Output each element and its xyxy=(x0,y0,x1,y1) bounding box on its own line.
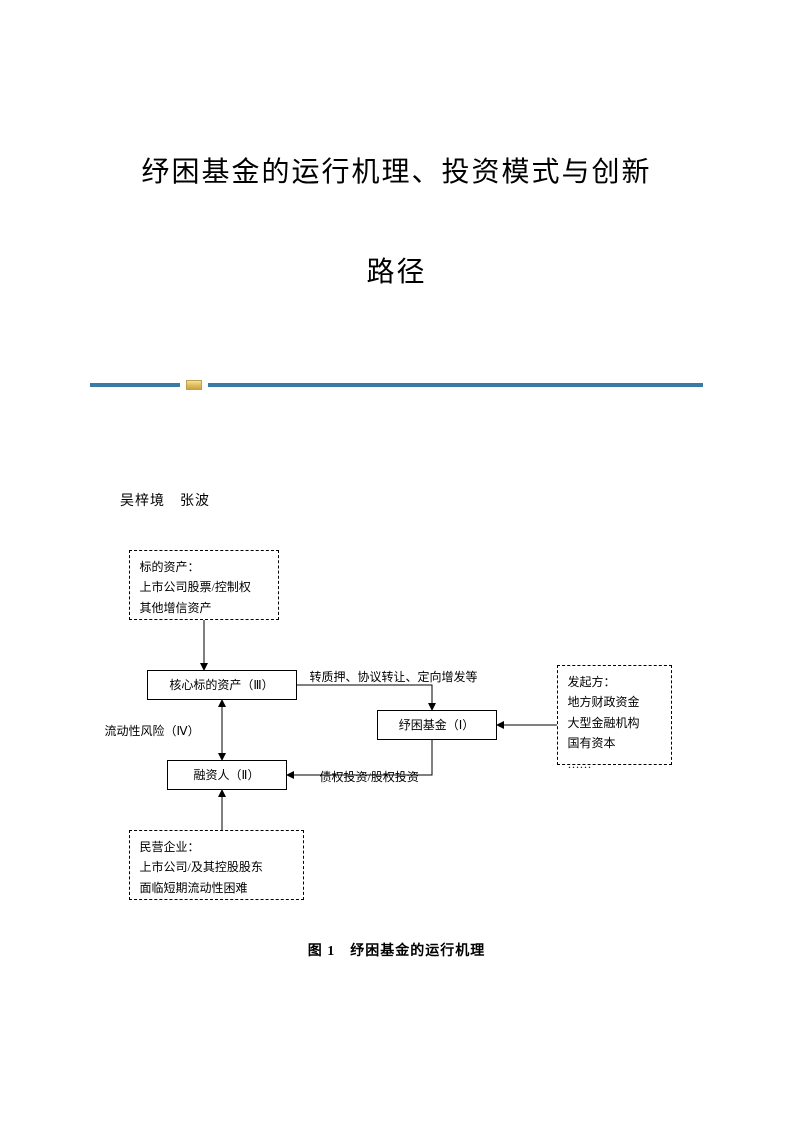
flowchart-node-core_asset: 核心标的资产（Ⅲ） xyxy=(147,670,297,700)
title-line-1: 纾困基金的运行机理、投资模式与创新 xyxy=(90,150,703,190)
flowchart-edge-label: 转质押、协议转让、定向增发等 xyxy=(310,668,478,685)
flowchart-node-private_ent: 民营企业：上市公司/及其控股股东面临短期流动性困难 xyxy=(129,830,304,900)
divider-ornament-icon xyxy=(186,380,202,390)
flowchart-edge-label: 流动性风险（Ⅳ） xyxy=(105,722,200,739)
flowchart-node-assets_desc: 标的资产：上市公司股票/控制权其他增信资产 xyxy=(129,550,279,620)
flowchart-node-financier: 融资人（Ⅱ） xyxy=(167,760,287,790)
flowchart-edge-label: 债权投资/股权投资 xyxy=(320,768,419,785)
divider-left-bar xyxy=(90,383,180,387)
document-title: 纾困基金的运行机理、投资模式与创新 路径 xyxy=(90,150,703,290)
flowchart-diagram: 标的资产：上市公司股票/控制权其他增信资产核心标的资产（Ⅲ） 纾困基金（Ⅰ） 融资人… xyxy=(97,550,697,930)
title-line-2: 路径 xyxy=(90,250,703,290)
section-divider xyxy=(90,380,703,390)
author-names: 吴梓境 张波 xyxy=(120,490,703,510)
flowchart-node-bailout_fund: 纾困基金（Ⅰ） xyxy=(377,710,497,740)
flowchart-node-originator: 发起方：地方财政资金大型金融机构国有资本…… xyxy=(557,665,672,765)
figure-caption: 图 1 纾困基金的运行机理 xyxy=(90,940,703,960)
divider-right-bar xyxy=(208,383,703,387)
